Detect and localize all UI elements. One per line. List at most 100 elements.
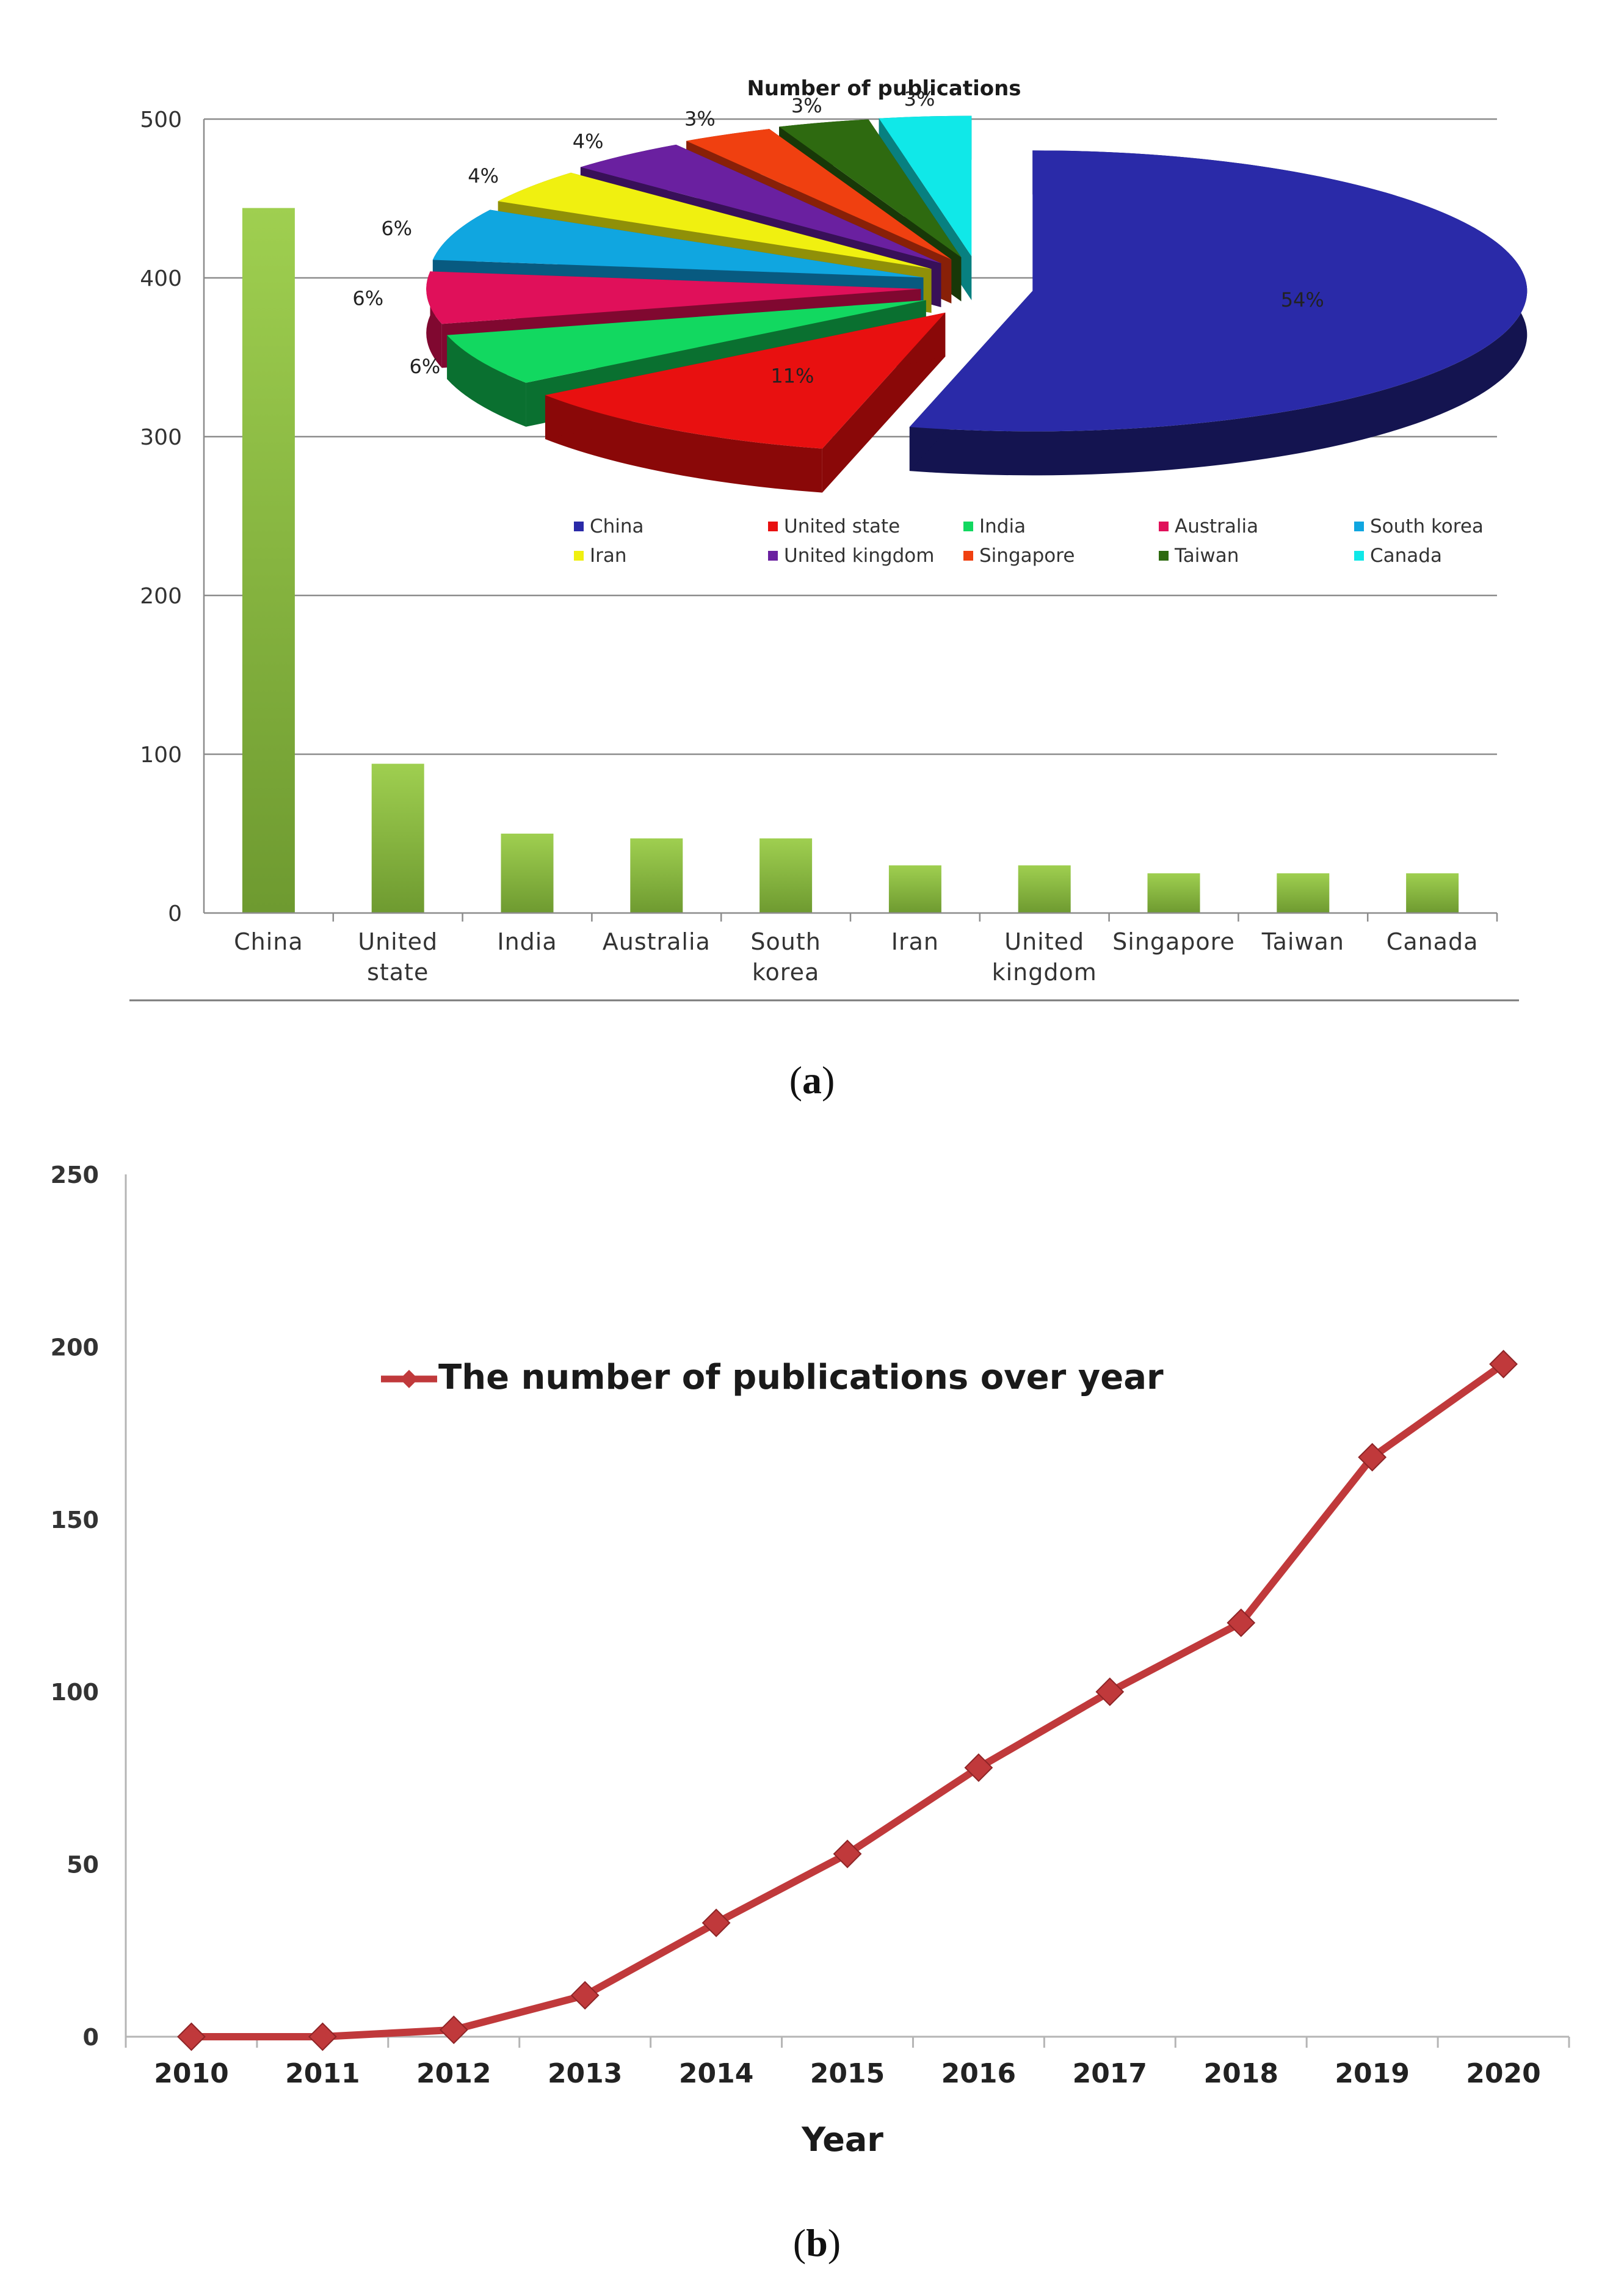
bar-x-tick-line: korea [752,959,819,986]
pie-legend-swatch [1354,551,1364,561]
panel-a-caption: (a) [789,1058,835,1102]
pie-slice-top [447,300,926,383]
line-point [177,2022,206,2051]
line-y-tick-label: 100 [51,1679,99,1706]
line-x-tick-label: 2011 [285,2058,360,2089]
line-series [177,1350,1518,2051]
pie-legend-label: Australia [1175,515,1258,537]
line-y-tick-label: 150 [51,1507,99,1533]
legend-series-label: The number of publications over year [438,1358,1164,1397]
line-x-tick-label: 2018 [1203,2058,1278,2089]
x-axis-label: Year [801,2120,883,2159]
line-y-tick-label: 250 [51,1162,99,1188]
line-y-tick-label: 200 [51,1334,99,1361]
bar-y-tick-label: 100 [140,743,182,768]
bar-australia [630,838,683,913]
pie-slice-united-state [545,312,946,493]
pie-slice-top [909,150,1528,432]
pie-legend-label: Taiwan [1174,545,1239,567]
bar-x-tick-label: Iran [891,928,939,955]
bar-south-korea [759,838,813,913]
line-x-tick-label: 2020 [1466,2058,1540,2089]
bar-y-tick-label: 400 [140,266,182,291]
pie-legend-swatch [963,522,973,531]
line-x-tick-label: 2013 [548,2058,622,2089]
bar-taiwan [1277,873,1330,913]
line-point [439,2015,468,2045]
pie-legend-item-united-state: United state [768,515,900,537]
line-x-tick-label: 2014 [679,2058,753,2089]
line-point [1227,1608,1256,1637]
bar-y-tick-label: 300 [140,425,182,450]
bar-united-kingdom [1018,865,1071,913]
pie-legend-label: United state [784,515,900,537]
pie-legend-label: Canada [1370,545,1442,567]
bar-x-tick-label: Singapore [1112,928,1235,955]
bar-india [501,834,554,913]
pie-label-singapore: 3% [684,107,716,130]
bar-united-state [371,763,424,913]
pie-legend-swatch [768,551,778,561]
pie-legend-item-united-kingdom: United kingdom [768,545,934,567]
pie-legend-item-china: China [574,515,644,537]
pie-legend-item-iran: Iran [574,545,627,567]
bar-canada [1406,873,1459,913]
bar-x-tick-label: United state [358,928,438,986]
panel-b: 0 50 100 150 200 250 2010 2011 2012 2013 2014 2015… [51,1162,1570,2265]
inset-pie-chart: Number of publications 54% 11% 6% 6% 6% 4% 4% 3… [352,76,1528,567]
bar-x-tick-line: United [358,928,438,955]
pie-legend-swatch [1159,522,1169,531]
panel-a-letter: a [802,1058,822,1102]
pie-legend-label: United kingdom [784,545,934,567]
pie-slice-top [779,119,962,258]
bar-x-tick-line: kingdom [992,959,1097,986]
pie-legend-label: China [590,515,644,537]
pie-label-australia: 6% [352,286,383,310]
pie-legend-swatch [574,551,584,561]
panel-b-letter: b [806,2221,828,2265]
bar-x-tick-line: Singapore [1112,928,1235,955]
panel-b-caption: (b) [793,2221,841,2265]
line-point [964,1753,993,1782]
pie-slice-top [498,172,932,269]
bar-x-tick-line: Iran [891,928,939,955]
pie-label-canada: 3% [904,87,935,111]
bar-x-tick-line: Taiwan [1261,928,1344,955]
pie-slice-china [909,150,1528,476]
pie-legend-label: India [979,515,1026,537]
bar-x-tick-line: Australia [603,928,711,955]
bar-x-tick-line: China [234,928,303,955]
bar-singapore [1147,873,1200,913]
panel-a: 0 100 200 300 400 500 China United state India Au… [129,76,1528,1102]
line-series-the-number-of-publications-over-year [177,1350,1518,2051]
bar-x-tick-label: China [234,928,303,955]
pie-slice-top [580,144,941,264]
line-legend: The number of publications over year [381,1358,1164,1397]
line-point [1358,1442,1387,1472]
line-x-tick-label: 2010 [154,2058,228,2089]
bar-x-tick-label: United kingdom [992,928,1097,986]
pie-legend-item-india: India [963,515,1026,537]
line-y-tick-label: 50 [67,1852,99,1879]
line-x-tick-label: 2017 [1073,2058,1147,2089]
bar-x-tick-line: India [497,928,557,955]
pie-slices [426,115,1528,493]
bar-x-tick-line: United [1004,928,1084,955]
line-y-tick-labels: 0 50 100 150 200 250 [51,1162,99,2051]
line-path [187,1360,1507,2040]
pie-labels: 54% 11% 6% 6% 6% 4% 4% 3% 3% 3% [352,87,1324,387]
pie-slice-top [426,271,921,324]
line-point [570,1981,600,2010]
bar-x-tick-line: South [750,928,821,955]
line-x-tick-label: 2019 [1335,2058,1409,2089]
pie-legend-item-singapore: Singapore [963,545,1075,567]
line-point [701,1908,731,1938]
line-point [308,2022,337,2051]
pie-slice-top [686,129,952,260]
line-x-tick-labels: 2010 2011 2012 2013 2014 2015 2016 2017 2018 2019… [154,2058,1541,2089]
pie-legend-label: South korea [1370,515,1484,537]
pie-slice-top [545,312,946,449]
line-axes [125,1174,1570,2048]
line-x-tick-label: 2016 [941,2058,1016,2089]
